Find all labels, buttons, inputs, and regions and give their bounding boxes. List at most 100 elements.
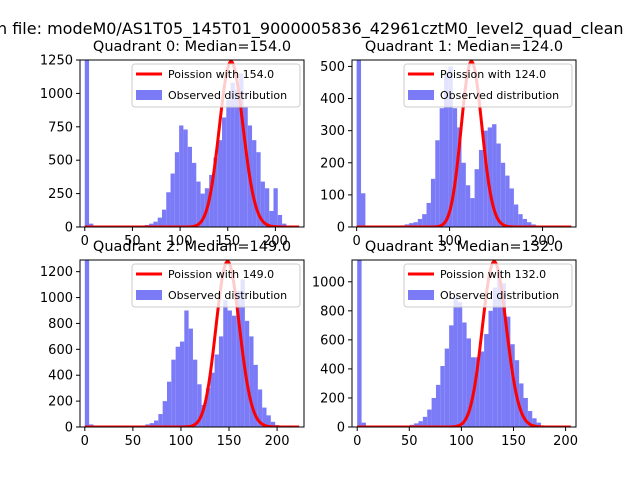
y-tick-label: 800 bbox=[320, 304, 345, 319]
histogram-bars bbox=[356, 60, 536, 227]
histogram-bar bbox=[277, 214, 283, 227]
legend-box bbox=[131, 63, 301, 108]
histogram-bar bbox=[474, 169, 479, 227]
y-tick-label: 750 bbox=[48, 120, 73, 135]
histogram-bar bbox=[444, 72, 449, 227]
y-tick-label: 0 bbox=[337, 221, 345, 236]
histogram-bar bbox=[179, 125, 184, 227]
x-tick-label: 200 bbox=[530, 234, 555, 249]
y-tick-label: 1000 bbox=[40, 291, 73, 306]
histogram-bar bbox=[431, 397, 436, 427]
histogram-bar bbox=[527, 411, 533, 427]
histogram-bar bbox=[500, 162, 506, 227]
x-tick-label: 50 bbox=[401, 434, 418, 449]
histogram-bar bbox=[497, 275, 502, 427]
histogram-bar bbox=[413, 222, 418, 227]
histogram-bar bbox=[479, 351, 485, 427]
histogram-bar bbox=[457, 127, 462, 227]
histogram-bar bbox=[188, 328, 193, 427]
histogram-bar bbox=[440, 366, 445, 427]
quadrant-0-panel: Quadrant 0: Median=154.0 0 50 100 150 200 0 250… bbox=[40, 39, 305, 249]
histogram-bar bbox=[257, 389, 263, 427]
y-tick-label: 1200 bbox=[40, 265, 73, 280]
histogram-bar bbox=[532, 418, 537, 427]
legend: Poission with 132.0 Observed distribution bbox=[403, 263, 573, 308]
histogram-bar bbox=[166, 192, 171, 227]
panel-title: Quadrant 3: Median=132.0 bbox=[365, 239, 563, 255]
histogram-bar bbox=[496, 143, 501, 227]
histogram-bar bbox=[158, 414, 163, 427]
histogram-bar bbox=[414, 423, 419, 427]
panels: Quadrant 0: Median=154.0 0 50 100 150 200 0 250… bbox=[40, 39, 578, 449]
histogram-bar bbox=[527, 222, 532, 227]
histogram-bar bbox=[418, 421, 423, 427]
y-tick-label: 400 bbox=[320, 92, 345, 107]
histogram-bar bbox=[256, 152, 261, 227]
histogram-bar bbox=[223, 300, 228, 427]
histogram-bar bbox=[492, 287, 498, 427]
histogram-bar bbox=[217, 140, 223, 227]
y-tick-label: 1000 bbox=[312, 275, 345, 290]
histogram-bar bbox=[161, 209, 167, 227]
legend-observed-swatch bbox=[408, 290, 434, 300]
x-tick-label: 100 bbox=[437, 234, 462, 249]
histogram-bar bbox=[361, 193, 366, 227]
histogram-bar bbox=[509, 188, 514, 227]
legend: Poission with 154.0 Observed distribution bbox=[131, 63, 301, 108]
histogram-bar bbox=[157, 217, 162, 227]
histogram-bar bbox=[488, 310, 493, 427]
histogram-bar bbox=[483, 130, 488, 227]
y-tick-label: 1000 bbox=[40, 87, 73, 102]
histogram-bar bbox=[154, 420, 159, 427]
histogram-bar bbox=[149, 423, 155, 427]
histogram-bar bbox=[448, 66, 453, 227]
y-tick-label: 250 bbox=[48, 187, 73, 202]
panel-title: Quadrant 1: Median=124.0 bbox=[365, 39, 563, 55]
x-tick-label: 50 bbox=[124, 234, 141, 249]
histogram-bar bbox=[253, 364, 258, 427]
histogram-bar bbox=[462, 322, 467, 427]
figure-title: n file: modeM0/AS1T05_145T01_9000005836_… bbox=[0, 19, 624, 39]
histogram-bar bbox=[519, 383, 524, 427]
histogram-bar bbox=[422, 416, 428, 427]
histogram-bar bbox=[231, 315, 237, 427]
histogram-bar bbox=[510, 344, 515, 427]
histogram-bar bbox=[470, 198, 475, 227]
histogram-bar bbox=[236, 291, 241, 427]
histogram-bar bbox=[536, 422, 541, 427]
histogram-bar bbox=[262, 407, 267, 427]
y-tick-label: 600 bbox=[48, 343, 73, 358]
histogram-bar bbox=[214, 354, 219, 427]
legend-observed-swatch bbox=[136, 290, 162, 300]
histogram-bar bbox=[427, 409, 432, 427]
x-tick-label: 0 bbox=[81, 434, 89, 449]
y-tick-label: 400 bbox=[320, 362, 345, 377]
y-tick-label: 500 bbox=[320, 60, 345, 75]
histogram-bar bbox=[513, 204, 519, 227]
histogram-bar bbox=[501, 283, 506, 427]
legend-observed-label: Observed distribution bbox=[440, 289, 559, 302]
poisson-curve bbox=[84, 260, 300, 427]
histogram-bar bbox=[465, 185, 471, 227]
histogram-bar bbox=[222, 117, 227, 227]
x-tick-label: 150 bbox=[217, 434, 242, 449]
histogram-bar bbox=[192, 162, 197, 227]
histogram-bar bbox=[457, 302, 463, 427]
axes-frame bbox=[351, 259, 577, 428]
histogram-bar bbox=[183, 129, 188, 227]
x-tick-label: 0 bbox=[81, 234, 89, 249]
panel-title: Quadrant 0: Median=154.0 bbox=[93, 39, 291, 55]
legend-observed-label: Observed distribution bbox=[168, 89, 287, 102]
y-tick-label: 200 bbox=[320, 156, 345, 171]
x-tick-label: 100 bbox=[449, 434, 474, 449]
histogram-bar bbox=[175, 346, 180, 427]
histogram-bar bbox=[149, 223, 154, 227]
y-tick-label: 800 bbox=[48, 317, 73, 332]
x-tick-label: 200 bbox=[263, 234, 288, 249]
y-tick-label: 200 bbox=[48, 395, 73, 410]
histogram-bar bbox=[461, 162, 466, 227]
panel-title: Quadrant 2: Median=149.0 bbox=[93, 239, 291, 255]
histogram-bar bbox=[409, 223, 414, 227]
y-tick-label: 300 bbox=[320, 124, 345, 139]
histogram-bar bbox=[270, 421, 276, 427]
